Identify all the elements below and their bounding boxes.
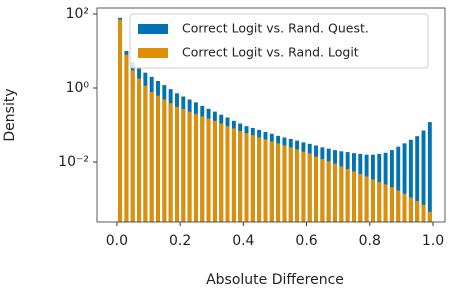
bar [415,200,420,222]
plot-area [118,17,432,222]
legend-swatch [138,24,168,34]
bar [389,150,394,222]
bar [156,95,160,222]
bar [402,143,407,222]
bar [212,120,217,222]
legend-label: Correct Logit vs. Rand. Logit [182,45,359,60]
bar [288,147,293,222]
bar [339,166,344,222]
bar [238,130,243,222]
bar [124,54,129,222]
bar [181,109,186,222]
bar [370,179,375,222]
bar [143,85,148,222]
x-tick-label: 0.6 [295,233,317,249]
bar [263,139,268,222]
bar [396,190,401,222]
bar [193,113,198,222]
y-axis-label: Density [2,88,18,141]
bar [383,184,388,222]
bar [118,19,123,222]
bar [408,197,413,222]
bar [282,145,287,222]
bar [175,106,179,222]
bar [320,159,325,222]
bar [377,181,382,222]
bar [269,141,274,222]
x-tick-label: 0.4 [232,233,254,249]
y-tick-label: 10² [66,6,89,22]
bar [137,78,141,222]
y-tick-label: 10⁰ [66,80,90,96]
x-tick-label: 0.8 [359,233,381,249]
bar [333,163,337,222]
bar [231,128,236,222]
legend-label: Correct Logit vs. Rand. Quest. [182,21,369,36]
bar [427,122,432,222]
bar [427,211,432,222]
bar [225,126,230,222]
bar [314,156,319,222]
bar [345,168,350,222]
y-tick-label: 10⁻² [58,154,89,170]
bar [364,176,369,222]
bar [389,187,394,222]
bar [402,193,407,222]
bar [307,153,312,222]
bar [415,136,420,222]
bar [130,70,135,222]
legend-box [129,13,429,69]
bar [295,149,300,222]
bar [149,92,154,222]
bar [200,116,205,222]
bar [301,151,306,222]
x-tick-label: 1.0 [422,233,444,249]
legend-swatch [138,48,168,58]
bar [187,111,192,222]
bar [421,204,426,222]
x-axis-label: Absolute Difference [206,272,344,288]
bar [396,146,401,222]
bar [168,103,173,222]
bar [326,161,331,222]
bar [352,171,356,222]
bar [162,99,167,222]
bar [421,130,426,222]
bar [257,137,262,222]
x-tick-label: 0.2 [169,233,191,249]
bar [244,133,249,222]
bar [206,118,211,222]
axes-frame [96,7,446,223]
bar [250,135,255,222]
bar [358,173,363,222]
bar [408,139,413,222]
x-tick-label: 0.0 [106,233,128,249]
bar [219,123,224,222]
bar [276,143,281,222]
